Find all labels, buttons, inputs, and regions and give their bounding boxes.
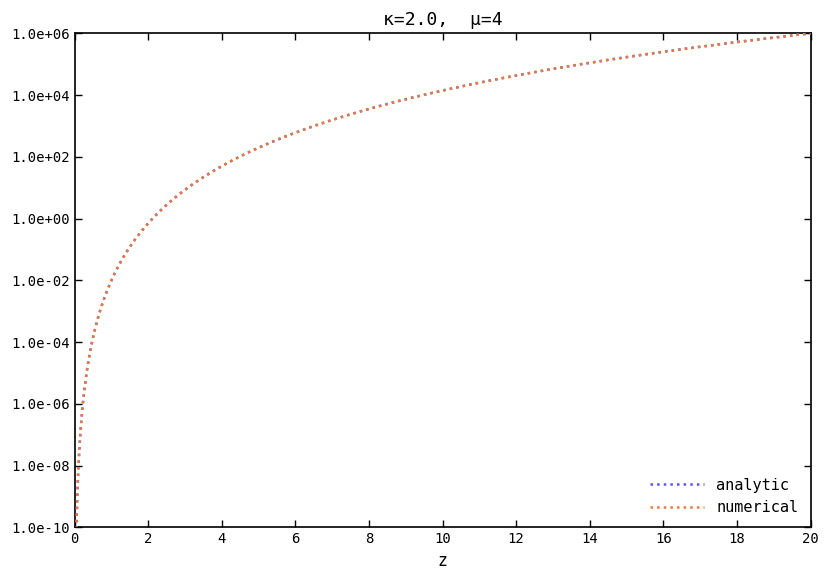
- analytic: [336, 114, 346, 121]
- numerical: [505, 73, 515, 80]
- numerical: [655, 49, 665, 56]
- numerical: [106, 277, 116, 284]
- analytic: [505, 73, 515, 80]
- analytic: [537, 67, 547, 74]
- numerical: [806, 30, 816, 37]
- numerical: [615, 55, 625, 62]
- Line: numerical: numerical: [75, 33, 811, 581]
- Title: κ=2.0,  μ=4: κ=2.0, μ=4: [383, 11, 502, 29]
- analytic: [106, 277, 116, 284]
- numerical: [336, 114, 346, 121]
- analytic: [655, 49, 665, 56]
- numerical: [537, 67, 547, 74]
- X-axis label: z: z: [437, 552, 447, 570]
- analytic: [806, 30, 816, 37]
- Line: analytic: analytic: [75, 33, 811, 581]
- analytic: [615, 55, 625, 62]
- Legend: analytic, numerical: analytic, numerical: [646, 473, 803, 520]
